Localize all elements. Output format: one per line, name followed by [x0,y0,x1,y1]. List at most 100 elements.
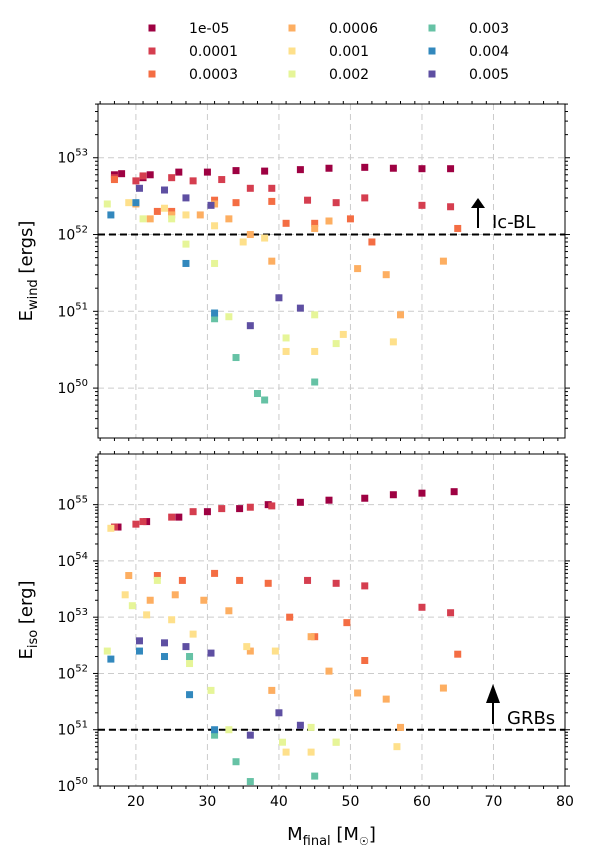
legend-marker [288,70,296,78]
series-0.005 [135,637,304,739]
legend-item: 0.002 [288,67,369,83]
data-point [139,172,147,180]
data-point [325,164,333,172]
legend-label: 0.0003 [189,67,238,83]
y-tick-label: 1051 [57,720,88,739]
data-point [454,224,462,232]
data-point [232,199,240,207]
data-point [211,259,219,267]
data-point [447,165,455,173]
data-point [261,234,269,242]
data-point [211,726,219,734]
axes-frame [97,103,566,439]
y-tick-label: 1054 [57,551,88,570]
legend-label: 0.0006 [329,21,378,37]
data-point [332,738,340,746]
data-point [218,505,226,513]
legend-marker [148,70,156,78]
data-point [275,294,283,302]
data-point [268,184,276,192]
y-tick-label: 1052 [57,225,88,244]
data-point [296,498,304,506]
data-point [282,334,290,342]
data-point [232,167,240,175]
series-0.004 [107,647,219,734]
data-point [307,723,315,731]
data-point [311,224,319,232]
data-point [121,591,129,599]
legend-label: 0.001 [329,44,369,60]
legend-item: 0.0001 [148,44,238,60]
data-point [211,569,219,577]
y-tick-label: 1053 [57,148,88,167]
data-point [118,170,126,178]
data-point [161,204,169,212]
data-point [186,660,194,668]
legend-label: 0.003 [469,21,509,37]
series-0.0003 [153,569,462,664]
x-tick-label: 40 [270,794,288,810]
data-point [168,174,176,182]
data-point [418,603,426,611]
legend-marker [428,47,436,55]
data-point [225,726,233,734]
data-point [135,184,143,192]
data-point [325,496,333,504]
threshold-label: Ic-BL [492,212,535,233]
series-0.001 [107,524,401,756]
panel-top-ewind: Ic-BL 1050 1051 1052 1053 Ewind [ergs] [16,101,570,441]
data-point [225,607,233,615]
data-point [203,508,211,516]
data-point [389,338,397,346]
data-point [211,196,219,204]
series-0.002 [103,576,340,746]
legend-marker [148,24,156,32]
data-point [161,639,169,647]
data-point [397,723,405,731]
y-tick-label: 1055 [57,495,88,514]
data-point [271,647,279,655]
data-point [114,523,122,531]
series-0.001 [125,199,397,355]
legend-item: 1e-05 [148,21,229,37]
data-point [211,222,219,230]
data-point [125,199,133,207]
data-point [361,494,369,502]
data-point [189,508,197,516]
data-point [168,211,176,219]
data-point [286,613,294,621]
y-tick-label: 1053 [57,607,88,626]
series-0.0006 [132,200,447,319]
data-point [311,378,319,386]
data-point [132,199,140,207]
y-tick-label: 1051 [57,301,88,320]
legend-marker [148,47,156,55]
data-point [332,340,340,348]
data-point [211,731,219,739]
data-point [161,186,169,194]
data-point [268,257,276,265]
data-point [246,231,254,239]
data-point [182,211,190,219]
data-point [186,691,194,699]
data-point [418,489,426,497]
y-axis-label: Ewind [ergs] [16,221,41,322]
data-point [196,211,204,219]
data-point [296,304,304,312]
data-point [110,523,118,531]
data-point [132,520,140,528]
data-point [239,238,247,246]
series-0.0006 [125,572,447,731]
data-point [361,656,369,664]
data-point [268,502,276,510]
data-point [107,655,115,663]
legend-item: 0.0003 [148,67,238,83]
series-0.003 [211,315,319,404]
series-1e-05 [110,163,455,182]
x-tick-label: 70 [485,794,503,810]
data-point [382,695,390,703]
data-point [354,689,362,697]
data-point [332,579,340,587]
legend-item: 0.003 [428,21,509,37]
legend-label: 0.004 [469,44,509,60]
